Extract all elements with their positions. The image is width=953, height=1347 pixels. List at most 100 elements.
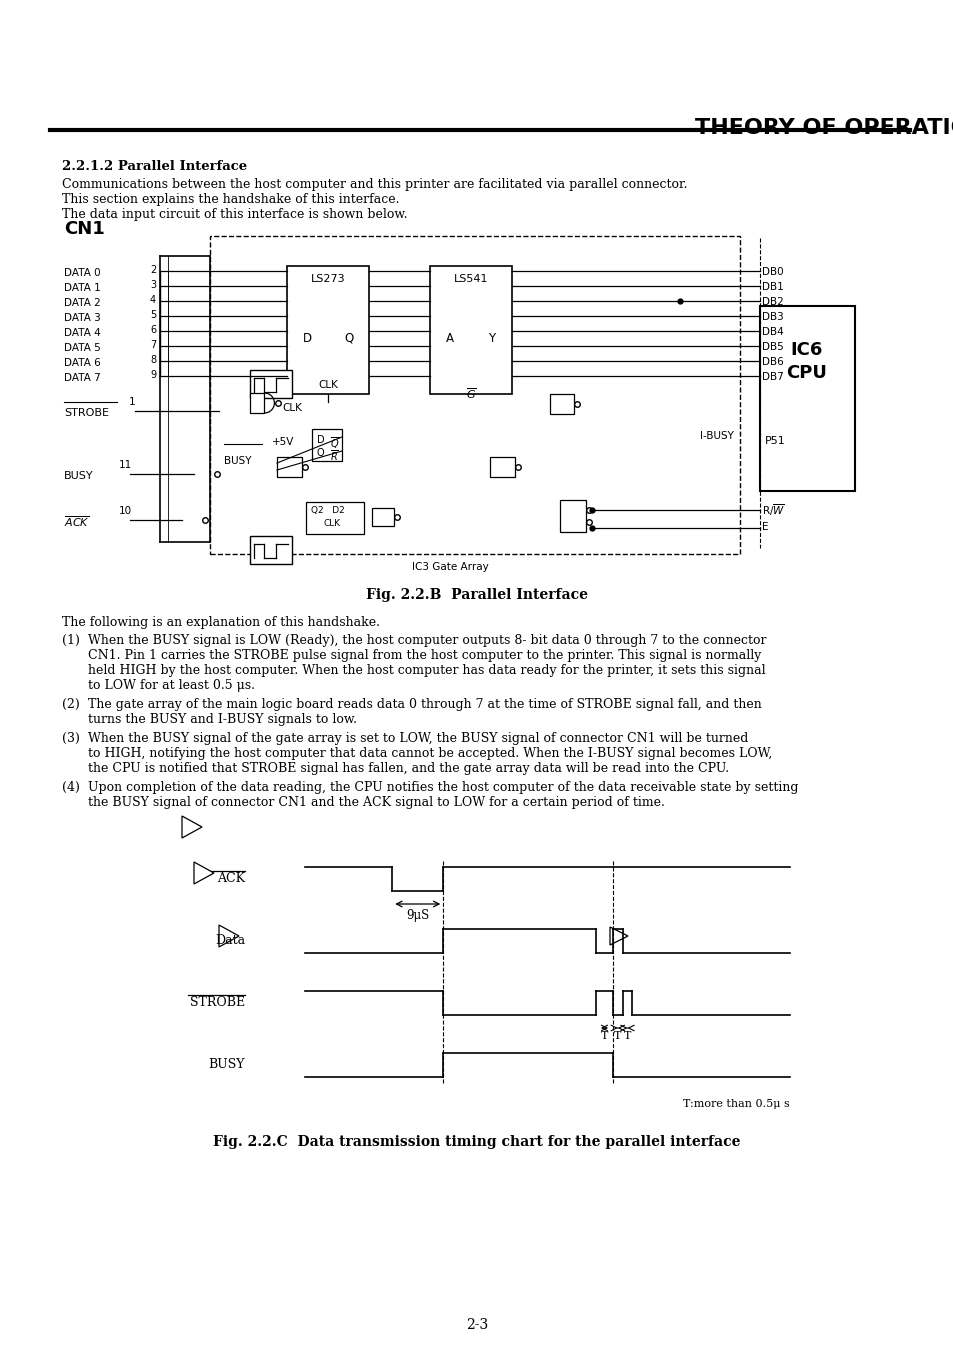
Text: THEORY OF OPERATION: THEORY OF OPERATION (695, 119, 953, 137)
Text: (2): (2) (62, 698, 80, 711)
Text: BUSY: BUSY (209, 1059, 245, 1071)
Text: DATA 3: DATA 3 (64, 313, 101, 323)
Text: (1): (1) (62, 634, 80, 647)
Text: DB7: DB7 (761, 372, 783, 383)
Bar (430, 265, 512, 395)
Polygon shape (193, 862, 213, 884)
Text: 1: 1 (129, 397, 135, 407)
Bar (490, 457, 515, 477)
Text: CLK: CLK (317, 380, 337, 391)
Text: CN1: CN1 (64, 220, 105, 238)
Text: 10: 10 (119, 506, 132, 516)
Text: DB1: DB1 (761, 282, 783, 292)
Text: The following is an explanation of this handshake.: The following is an explanation of this … (62, 616, 379, 629)
Text: P51: P51 (764, 436, 785, 446)
Text: The data input circuit of this interface is shown below.: The data input circuit of this interface… (62, 207, 407, 221)
Text: BUSY: BUSY (224, 457, 252, 466)
Text: STROBE: STROBE (190, 997, 245, 1009)
Text: STROBE: STROBE (64, 408, 109, 418)
Text: R/$\overline{W}$: R/$\overline{W}$ (761, 502, 784, 517)
Text: (3): (3) (62, 731, 80, 745)
Text: DATA 2: DATA 2 (64, 298, 101, 308)
Text: When the BUSY signal is LOW (Ready), the host computer outputs 8- bit data 0 thr: When the BUSY signal is LOW (Ready), the… (88, 634, 765, 647)
Text: DATA 6: DATA 6 (64, 358, 101, 368)
Text: T: T (600, 1030, 607, 1041)
Bar (210, 236, 740, 554)
Text: LS541: LS541 (454, 273, 488, 284)
Text: 2.2.1.2 Parallel Interface: 2.2.1.2 Parallel Interface (62, 160, 247, 172)
Bar (250, 536, 292, 564)
Text: E: E (761, 523, 768, 532)
Text: CPU: CPU (785, 364, 826, 383)
Bar (312, 428, 341, 461)
Text: DB5: DB5 (761, 342, 783, 352)
Bar (287, 265, 369, 395)
Text: $\overline{Q}$: $\overline{Q}$ (330, 435, 339, 451)
Text: turns the BUSY and I-BUSY signals to low.: turns the BUSY and I-BUSY signals to low… (88, 713, 356, 726)
Text: 4: 4 (150, 295, 156, 304)
Bar (550, 395, 574, 414)
Text: DATA 0: DATA 0 (64, 268, 100, 277)
Bar (276, 457, 302, 477)
Text: the BUSY signal of connector CN1 and the ACK signal to LOW for a certain period : the BUSY signal of connector CN1 and the… (88, 796, 664, 810)
Text: A: A (446, 331, 454, 345)
Text: LS273: LS273 (311, 273, 345, 284)
Text: CN1. Pin 1 carries the STROBE pulse signal from the host computer to the printer: CN1. Pin 1 carries the STROBE pulse sign… (88, 649, 760, 661)
Text: I-BUSY: I-BUSY (700, 431, 733, 440)
Text: Data: Data (214, 935, 245, 947)
Text: 6: 6 (150, 325, 156, 335)
Text: Q: Q (316, 449, 324, 458)
Text: D: D (302, 331, 312, 345)
Text: held HIGH by the host computer. When the host computer has data ready for the pr: held HIGH by the host computer. When the… (88, 664, 765, 678)
Text: D: D (316, 435, 324, 445)
Text: This section explains the handshake of this interface.: This section explains the handshake of t… (62, 193, 399, 206)
Text: 2-3: 2-3 (465, 1317, 488, 1332)
Text: DATA 5: DATA 5 (64, 343, 101, 353)
Text: Upon completion of the data reading, the CPU notifies the host computer of the d: Upon completion of the data reading, the… (88, 781, 798, 793)
Text: DATA 4: DATA 4 (64, 329, 101, 338)
Bar (559, 500, 585, 532)
Text: ACK: ACK (216, 873, 245, 885)
Text: DB6: DB6 (761, 357, 783, 366)
Text: 8: 8 (150, 356, 156, 365)
Text: Q2   D2: Q2 D2 (311, 506, 344, 515)
Text: (4): (4) (62, 781, 80, 793)
Text: DATA 1: DATA 1 (64, 283, 101, 294)
Text: The gate array of the main logic board reads data 0 through 7 at the time of STR: The gate array of the main logic board r… (88, 698, 760, 711)
Text: DB0: DB0 (761, 267, 782, 277)
Bar (306, 502, 364, 533)
Text: Communications between the host computer and this printer are facilitated via pa: Communications between the host computer… (62, 178, 687, 191)
Text: 5: 5 (150, 310, 156, 321)
Polygon shape (609, 927, 627, 946)
Bar (372, 508, 394, 525)
Text: DB3: DB3 (761, 313, 783, 322)
Text: 11: 11 (119, 459, 132, 470)
Bar (250, 393, 264, 414)
Text: to HIGH, notifying the host computer that data cannot be accepted. When the I-BU: to HIGH, notifying the host computer tha… (88, 748, 771, 760)
Text: Y: Y (488, 331, 495, 345)
Text: T: T (614, 1030, 620, 1041)
Text: DB2: DB2 (761, 296, 783, 307)
Text: Q: Q (344, 331, 354, 345)
Text: $\overline{R}$: $\overline{R}$ (330, 449, 338, 463)
Polygon shape (182, 816, 202, 838)
Text: CLK: CLK (324, 519, 341, 528)
Text: DATA 7: DATA 7 (64, 373, 101, 383)
Text: 7: 7 (150, 339, 156, 350)
Text: to LOW for at least 0.5 μs.: to LOW for at least 0.5 μs. (88, 679, 254, 692)
Polygon shape (219, 925, 239, 947)
Text: $\overline{G}$: $\overline{G}$ (465, 387, 476, 400)
Text: T:more than 0.5μ s: T:more than 0.5μ s (682, 1099, 789, 1109)
Text: Fig. 2.2.B  Parallel Interface: Fig. 2.2.B Parallel Interface (366, 589, 587, 602)
Text: Fig. 2.2.C  Data transmission timing chart for the parallel interface: Fig. 2.2.C Data transmission timing char… (213, 1136, 740, 1149)
Text: 2: 2 (150, 265, 156, 275)
Text: 9: 9 (150, 370, 156, 380)
Text: 3: 3 (150, 280, 156, 290)
Text: When the BUSY signal of the gate array is set to LOW, the BUSY signal of connect: When the BUSY signal of the gate array i… (88, 731, 747, 745)
Bar (250, 370, 292, 397)
Text: BUSY: BUSY (64, 471, 93, 481)
Text: IC6: IC6 (790, 341, 822, 360)
Text: T: T (623, 1030, 631, 1041)
Text: $\overline{ACK}$: $\overline{ACK}$ (64, 515, 90, 529)
Text: DB4: DB4 (761, 327, 783, 337)
